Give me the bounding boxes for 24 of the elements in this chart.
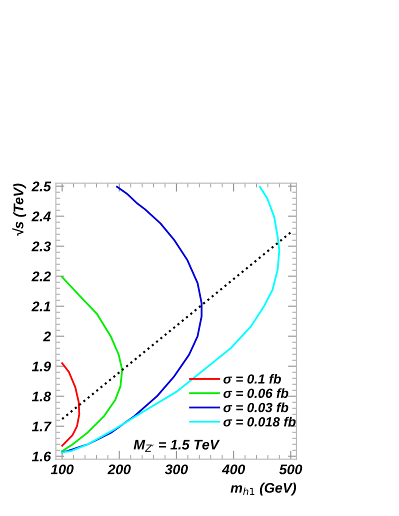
x-tick-label: 300 xyxy=(164,464,188,474)
x-tick-label: 400 xyxy=(222,464,246,474)
annotation: M$_{Z′}$ = 1.5 TeV xyxy=(134,440,220,452)
y-tick-label: 2.4 xyxy=(31,212,51,222)
x-tick-label: 100 xyxy=(50,464,74,474)
y-tick-label: 2.5 xyxy=(31,182,52,192)
legend-label: σ = 0.06 fb xyxy=(223,388,288,398)
y-tick-label: 1.9 xyxy=(32,362,51,372)
y-axis-title: √s (TeV) xyxy=(12,184,26,236)
x-tick-label: 200 xyxy=(107,464,131,474)
y-tick-label: 1.6 xyxy=(32,452,52,462)
line-series xyxy=(61,276,124,452)
y-tick-label: 2.2 xyxy=(31,272,51,282)
legend-label: σ = 0.03 fb xyxy=(223,402,288,412)
legend-label: σ = 0.1 fb xyxy=(223,374,281,384)
y-tick-label: 2.3 xyxy=(31,242,51,252)
legend-label: σ = 0.018 fb xyxy=(223,416,296,427)
x-tick-label: 500 xyxy=(279,464,302,474)
y-tick-label: 1.8 xyxy=(32,392,51,402)
y-tick-label: 1.7 xyxy=(32,422,52,432)
y-tick-label: 2 xyxy=(43,332,51,342)
x-axis-title: m$_{h1}$ (GeV) xyxy=(230,482,296,496)
line-series xyxy=(61,362,80,447)
y-tick-label: 2.1 xyxy=(31,302,50,312)
